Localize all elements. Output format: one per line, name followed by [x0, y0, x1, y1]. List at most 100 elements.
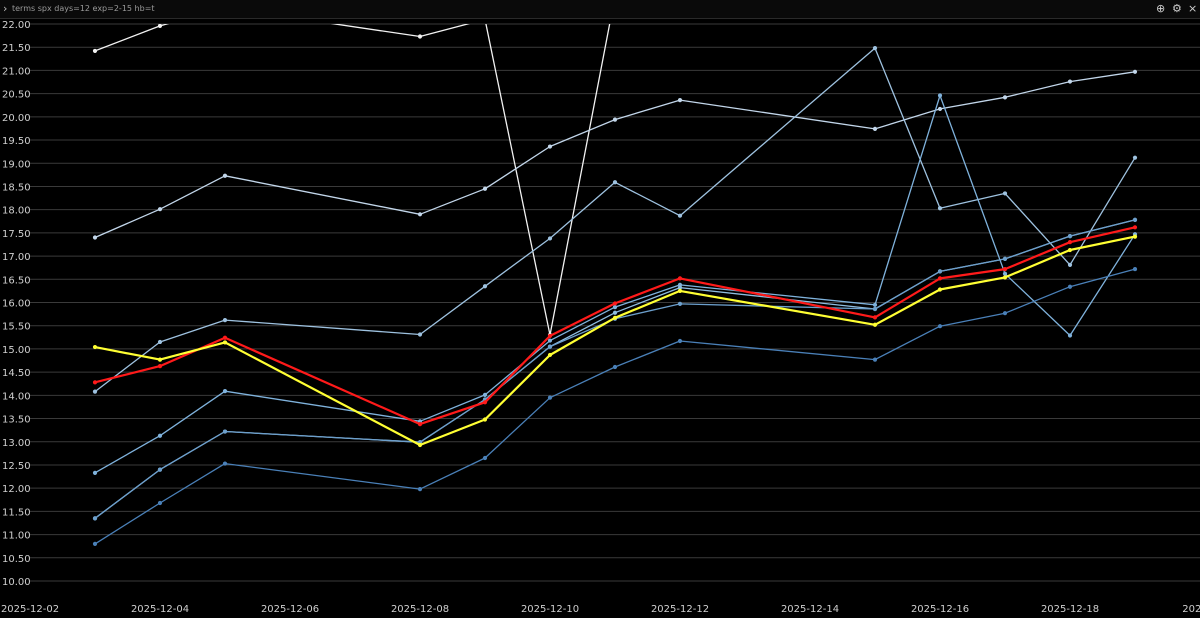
y-tick-label: 13.50 [2, 415, 31, 426]
data-point [417, 422, 423, 427]
data-point [1132, 234, 1138, 239]
x-tick-label: 2025-12-18 [1041, 604, 1099, 615]
data-point [222, 335, 228, 340]
chevron-right-icon[interactable]: › [3, 2, 8, 15]
x-tick-label: 2025-12-02 [1, 604, 59, 615]
close-icon[interactable]: × [1188, 2, 1198, 15]
y-tick-label: 13.00 [2, 438, 31, 449]
data-point [157, 339, 163, 345]
data-point [612, 301, 618, 306]
y-tick-label: 15.50 [2, 322, 31, 333]
y-tick-label: 21.50 [2, 43, 31, 54]
data-point [1002, 271, 1008, 276]
data-point [677, 98, 683, 103]
data-point [1132, 266, 1138, 272]
y-tick-label: 22.00 [2, 20, 31, 31]
gear-icon[interactable]: ⚙ [1172, 2, 1182, 15]
y-tick-label: 16.50 [2, 275, 31, 286]
data-point [1067, 262, 1073, 268]
y-tick-label: 10.50 [2, 554, 31, 565]
data-point [1002, 266, 1008, 272]
data-point [482, 455, 488, 461]
data-point [547, 333, 553, 339]
data-point [417, 212, 423, 217]
y-tick-label: 18.00 [2, 206, 31, 217]
y-tick-label: 20.50 [2, 90, 31, 101]
data-point [677, 213, 683, 218]
data-point [482, 186, 488, 191]
data-point [872, 46, 878, 51]
y-tick-label: 16.00 [2, 299, 31, 310]
data-point [92, 541, 98, 546]
data-point [612, 180, 618, 185]
data-point [1132, 225, 1138, 230]
data-point [157, 467, 163, 472]
data-point [157, 500, 163, 506]
x-tick-label: 2025-12-16 [911, 604, 969, 615]
data-point [222, 340, 228, 345]
data-point [547, 338, 553, 343]
data-point [677, 301, 683, 306]
data-point [1067, 79, 1073, 84]
data-point [222, 173, 228, 178]
data-point [482, 417, 488, 422]
data-point [157, 207, 163, 212]
x-tick-label: 2025-12-10 [521, 604, 579, 615]
data-point [482, 400, 488, 405]
data-point [937, 106, 943, 112]
data-point [937, 276, 943, 281]
data-point [92, 470, 98, 475]
data-point [1067, 240, 1073, 245]
data-point [1067, 284, 1073, 289]
y-tick-label: 11.50 [2, 507, 31, 518]
data-point [92, 48, 98, 54]
data-point [1002, 256, 1008, 261]
y-tick-label: 18.50 [2, 182, 31, 193]
y-tick-label: 21.00 [2, 66, 31, 77]
data-point [937, 287, 943, 292]
data-point [937, 206, 943, 211]
window-title: terms spx days=12 exp=2-15 hb=t [12, 4, 155, 13]
data-point [872, 315, 878, 320]
data-point [547, 236, 553, 241]
x-tick-label: 2025-12-04 [131, 604, 189, 615]
data-point [1002, 191, 1008, 196]
data-point [222, 389, 228, 394]
data-point [937, 324, 943, 329]
data-point [1002, 95, 1008, 100]
series-line-8 [94, 235, 1136, 447]
data-point [547, 352, 553, 358]
data-point [482, 392, 488, 397]
data-point [157, 357, 163, 362]
data-point [417, 332, 423, 337]
data-point [677, 338, 683, 344]
data-point [1132, 69, 1138, 74]
data-point [677, 276, 683, 281]
y-tick-label: 19.50 [2, 136, 31, 147]
data-point [872, 126, 878, 132]
chart: 10.00 10.50 11.00 11.50 12.00 12.50 13.00 13.50… [1, 20, 1200, 615]
data-point [157, 433, 163, 438]
data-point [222, 461, 228, 466]
data-point [417, 34, 423, 39]
y-tick-label: 19.00 [2, 159, 31, 170]
data-point [1002, 275, 1008, 280]
data-point [872, 306, 878, 312]
y-tick-label: 15.00 [2, 345, 31, 356]
data-point [157, 363, 163, 369]
y-tick-label: 17.50 [2, 229, 31, 240]
series-line-3 [94, 94, 1136, 474]
y-tick-label: 10.00 [2, 577, 31, 588]
x-tick-label: 2025-12-14 [781, 604, 839, 615]
x-tick-label: 2025-12-06 [261, 604, 319, 615]
series-line-0 [94, 24, 611, 336]
data-point [222, 318, 228, 323]
globe-icon[interactable]: ⊕ [1156, 2, 1166, 15]
data-point [612, 315, 618, 320]
data-point [547, 344, 553, 349]
series-line-1 [94, 71, 1136, 239]
data-point [677, 285, 683, 290]
series-line-2 [94, 47, 1136, 393]
x-tick-label: 2025-12-08 [391, 604, 449, 615]
data-point [1067, 247, 1073, 253]
